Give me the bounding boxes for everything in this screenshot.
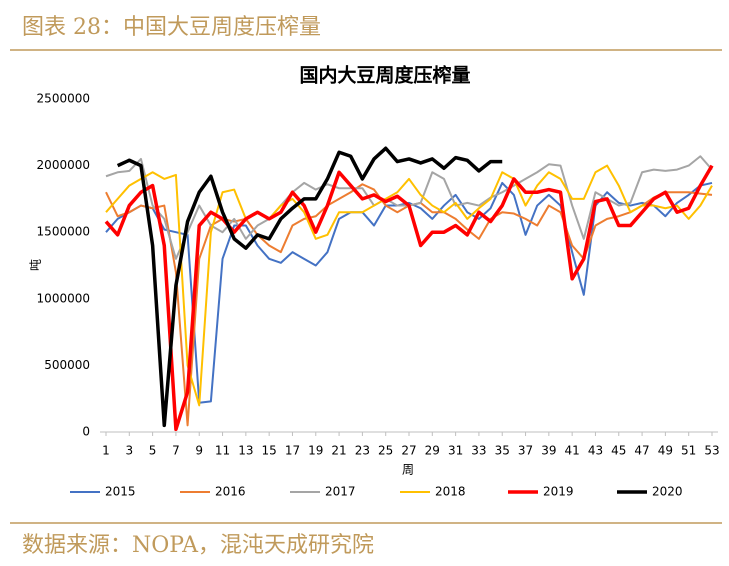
x-tick-label: 11: [215, 444, 230, 458]
source-note: 数据来源：NOPA，混沌天成研究院: [22, 533, 374, 558]
x-tick-label: 37: [518, 444, 533, 458]
x-tick-label: 15: [262, 444, 277, 458]
series-line: [105, 183, 713, 427]
x-tick-label: 25: [378, 444, 393, 458]
x-tick-label: 3: [125, 444, 133, 458]
x-tick-label: 53: [704, 444, 719, 458]
x-tick-label: 29: [425, 444, 440, 458]
legend-label: 2018: [435, 485, 466, 499]
x-tick-label: 23: [355, 444, 370, 458]
series-line: [105, 164, 713, 407]
x-tick-label: 17: [285, 444, 300, 458]
legend-label: 2020: [652, 485, 683, 499]
series-line: [105, 181, 713, 404]
y-tick-label: 1000000: [37, 291, 90, 305]
x-tick-label: 47: [634, 444, 649, 458]
legend-label: 2016: [215, 485, 246, 499]
y-tick-label: 2500000: [37, 92, 90, 106]
x-tick-label: 33: [471, 444, 486, 458]
y-tick-label: 0: [82, 425, 90, 439]
legend-label: 2019: [543, 485, 574, 499]
y-tick-label: 500000: [44, 358, 90, 372]
x-tick-label: 5: [149, 444, 157, 458]
x-tick-label: 13: [238, 444, 253, 458]
x-tick-label: 31: [448, 444, 463, 458]
x-tick-label: 39: [541, 444, 556, 458]
x-tick-label: 9: [195, 444, 203, 458]
x-tick-label: 1: [102, 444, 110, 458]
legend-label: 2015: [105, 485, 136, 499]
chart-title: 国内大豆周度压榨量: [299, 64, 470, 87]
y-tick-label: 2000000: [37, 158, 90, 172]
x-tick-label: 45: [611, 444, 626, 458]
x-axis-label: 周: [402, 463, 414, 477]
x-tick-label: 51: [681, 444, 696, 458]
x-tick-label: 49: [658, 444, 673, 458]
y-axis-label: 吨: [29, 259, 43, 271]
x-tick-label: 21: [331, 444, 346, 458]
x-tick-label: 27: [401, 444, 416, 458]
x-tick-label: 41: [565, 444, 580, 458]
x-tick-label: 7: [172, 444, 180, 458]
page-title: 图表 28：中国大豆周度压榨量: [22, 15, 321, 40]
legend-label: 2017: [325, 485, 356, 499]
x-tick-label: 43: [588, 444, 603, 458]
x-tick-label: 35: [495, 444, 510, 458]
series-line: [104, 164, 714, 432]
y-tick-label: 1500000: [37, 225, 90, 239]
series-line: [116, 146, 503, 428]
x-tick-label: 19: [308, 444, 323, 458]
